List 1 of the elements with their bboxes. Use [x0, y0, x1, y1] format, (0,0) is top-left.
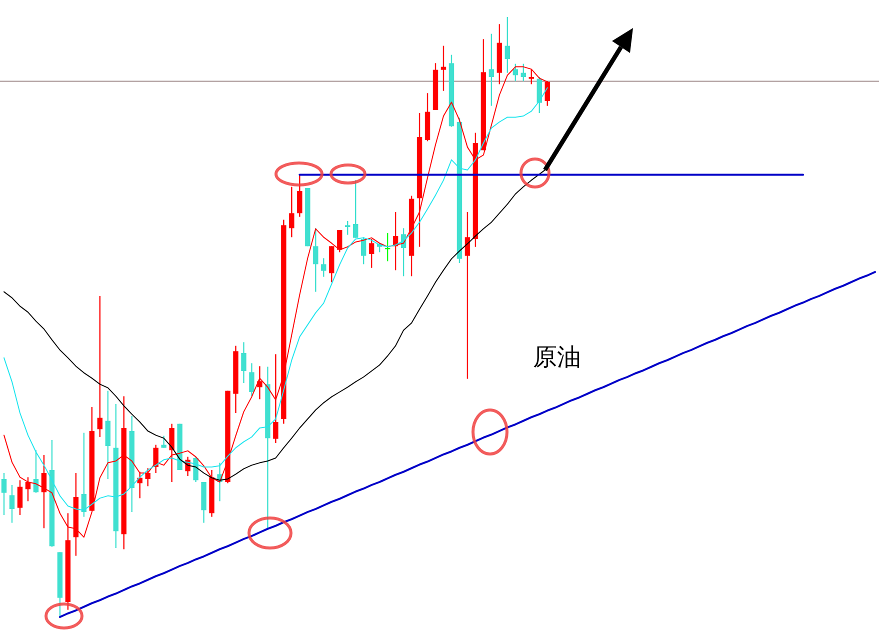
- annotation: 原油: [533, 344, 581, 371]
